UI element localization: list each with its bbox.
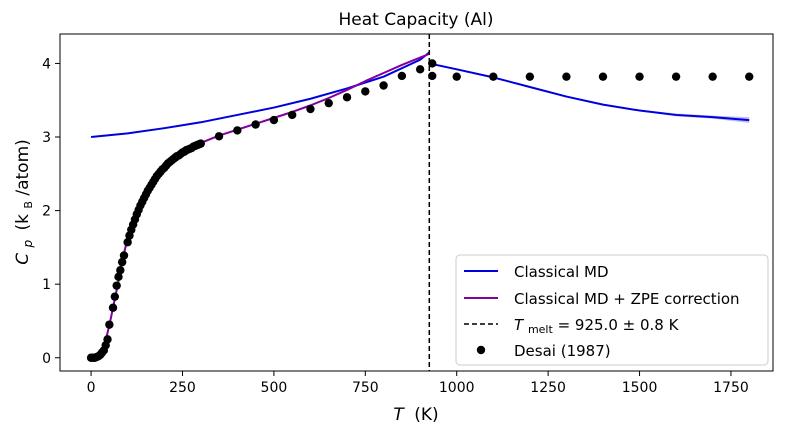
desai-data-point — [116, 265, 125, 275]
x-tick-label: 750 — [352, 380, 379, 396]
desai-data-point — [233, 126, 242, 135]
legend-classical-label: Classical MD — [514, 263, 609, 281]
legend: Classical MD Classical MD + ZPE correcti… — [455, 254, 769, 366]
plot-frame — [59, 33, 774, 372]
desai-data-point — [708, 72, 717, 81]
desai-data-point — [342, 93, 352, 102]
y-axis-label-unit-close: /atom) — [13, 139, 33, 195]
desai-data-point — [306, 104, 315, 114]
legend-melt-symbol: T — [514, 316, 525, 334]
desai-data-point — [123, 238, 132, 247]
series-line-classical-md-liquid- — [429, 62, 750, 122]
desai-data-point — [671, 72, 681, 81]
legend-melt-subscript: melt — [528, 323, 554, 336]
y-tick-label: 4 — [42, 56, 51, 72]
desai-data-point — [108, 303, 118, 312]
desai-data-point — [525, 72, 535, 81]
desai-data-point — [489, 72, 498, 81]
x-tick-label: 500 — [261, 380, 288, 396]
desai-data-point — [196, 139, 205, 148]
y-tick-label: 1 — [42, 277, 51, 293]
desai-data-point — [112, 281, 121, 290]
legend-melt-label: T melt = 925.0 ± 0.8 K — [514, 316, 680, 337]
desai-data-point — [452, 72, 461, 81]
desai-data-point — [379, 81, 388, 90]
legend-box — [455, 254, 769, 366]
x-tick-label: 250 — [169, 380, 196, 396]
desai-data-point — [214, 132, 224, 141]
desai-data-point — [745, 72, 754, 81]
x-axis-label: T (K) — [393, 405, 438, 425]
desai-data-point — [415, 65, 425, 74]
desai-data-point — [428, 71, 437, 81]
desai-data-point — [105, 320, 114, 329]
desai-data-point — [269, 115, 279, 125]
legend-desai-label: Desai (1987) — [514, 342, 611, 360]
x-axis-label-unit: (K) — [414, 405, 438, 425]
y-tick-label: 0 — [42, 351, 51, 367]
desai-data-point — [119, 251, 129, 260]
desai-data-point — [251, 120, 260, 129]
y-axis-label-unit-subscript: B — [22, 201, 35, 209]
y-axis-label-subscript: p — [21, 240, 35, 249]
uncertainty-band — [429, 62, 750, 124]
x-tick-label: 1250 — [530, 380, 566, 396]
y-tick-label: 3 — [42, 130, 51, 146]
y-axis-label-symbol: C — [13, 253, 33, 265]
x-tick-label: 1000 — [439, 380, 475, 396]
legend-melt-value: = 925.0 ± 0.8 K — [558, 316, 680, 334]
y-tick-label: 2 — [42, 204, 51, 220]
desai-data-point — [598, 72, 608, 81]
y-axis-label-unit-open: (k — [13, 214, 33, 231]
x-axis-label-symbol: T — [393, 405, 405, 425]
desai-data-point — [562, 72, 571, 81]
desai-data-point — [103, 335, 112, 344]
desai-data-point — [114, 272, 123, 282]
series-line-classical-md — [90, 51, 430, 139]
desai-data-point — [428, 59, 437, 68]
desai-data-point — [635, 72, 644, 81]
legend-zpe-label: Classical MD + ZPE correction — [514, 290, 740, 308]
desai-data-point — [397, 71, 407, 81]
x-tick-label: 1750 — [713, 380, 749, 396]
chart-title: Heat Capacity (Al) — [338, 10, 493, 30]
x-tick-label: 1500 — [622, 380, 658, 396]
legend-desai-marker — [476, 345, 486, 355]
desai-data-point — [110, 292, 120, 301]
y-axis-label: C p (k B /atom) — [13, 139, 37, 265]
desai-data-point — [361, 87, 370, 96]
x-tick-label: 0 — [87, 380, 96, 396]
desai-data-point — [287, 110, 297, 120]
desai-data-point — [324, 98, 333, 108]
desai-data-point — [117, 257, 127, 267]
